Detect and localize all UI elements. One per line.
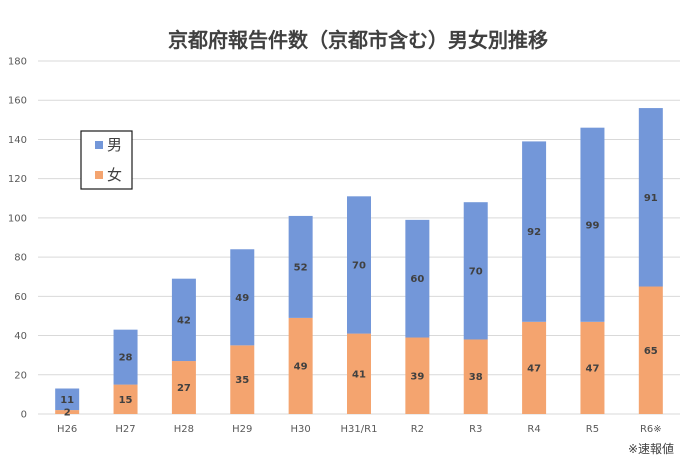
bar-female	[113, 384, 138, 414]
legend-box	[80, 130, 133, 190]
bar-male	[55, 388, 80, 411]
x-tick-label: H31/R1	[341, 424, 378, 435]
data-label-female: 2	[64, 408, 71, 419]
bar-female	[638, 286, 663, 414]
data-label-female: 65	[644, 346, 658, 357]
data-label-female: 35	[235, 375, 249, 386]
bar-male	[463, 202, 488, 340]
x-tick-label: R4	[527, 424, 540, 435]
legend-swatch-male	[95, 141, 103, 149]
footnote: ※速報値	[628, 441, 674, 456]
legend: 男 女	[80, 130, 133, 190]
x-tick-label: R5	[586, 424, 599, 435]
bar-male	[171, 278, 196, 362]
y-tick-label: 40	[14, 331, 27, 342]
y-tick-label: 140	[8, 135, 27, 146]
bar-male	[405, 219, 430, 338]
x-tick-label: R6※	[640, 424, 662, 435]
bar-male	[638, 108, 663, 287]
bar-female	[230, 345, 255, 414]
data-label-male: 28	[119, 353, 133, 364]
bar-female	[405, 337, 430, 414]
y-axis: 0 20 40 60 80 100 120 140 160 180	[8, 57, 27, 421]
data-label-male: 70	[469, 266, 483, 277]
x-tick-label: H30	[291, 424, 311, 435]
bar-female	[580, 321, 605, 414]
chart-title: 京都府報告件数（京都市含む）男女別推移	[168, 28, 548, 52]
data-label-male: 99	[585, 220, 599, 231]
data-label-female: 15	[119, 395, 133, 406]
data-label-female: 27	[177, 383, 191, 394]
data-labels: 2 11 15 28 27 42 35 49 49 52 41 70 39 60 38 70 47 92 47 99 6…	[60, 193, 658, 419]
x-tick-label: R3	[469, 424, 482, 435]
y-tick-label: 100	[8, 213, 27, 224]
y-tick-label: 20	[14, 370, 27, 381]
x-tick-label: H27	[115, 424, 135, 435]
bar-male	[347, 196, 371, 334]
y-tick-label: 80	[14, 253, 27, 264]
bar-female	[522, 321, 547, 414]
data-label-male: 92	[527, 227, 541, 238]
data-label-female: 47	[585, 363, 599, 374]
bar-male	[230, 249, 255, 346]
x-tick-label: H29	[232, 424, 252, 435]
y-tick-label: 120	[8, 174, 27, 185]
y-tick-label: 60	[14, 292, 27, 303]
bar-female	[347, 333, 371, 414]
data-label-male: 49	[235, 293, 249, 304]
bar-male	[113, 329, 138, 385]
data-label-female: 41	[352, 369, 366, 380]
x-axis: H26 H27 H28 H29 H30 H31/R1 R2 R3 R4 R5 R6※	[57, 424, 662, 435]
legend-swatch-female	[95, 171, 103, 179]
y-tick-label: 160	[8, 96, 27, 107]
data-label-male: 11	[60, 395, 74, 406]
bars	[55, 108, 663, 414]
data-label-male: 42	[177, 315, 191, 326]
x-tick-label: H28	[174, 424, 194, 435]
bar-female	[171, 361, 196, 414]
data-label-male: 91	[644, 193, 658, 204]
bar-female	[55, 410, 80, 414]
bar-female	[463, 339, 488, 414]
legend-label-female: 女	[107, 166, 122, 184]
bar-male	[288, 215, 313, 318]
data-label-male: 70	[352, 260, 366, 271]
data-label-female: 38	[469, 372, 483, 383]
bar-female	[288, 317, 313, 414]
y-tick-label: 0	[21, 410, 27, 421]
legend-label-male: 男	[107, 136, 122, 154]
bar-male	[522, 141, 547, 322]
y-tick-label: 180	[8, 57, 27, 68]
data-label-male: 60	[410, 274, 424, 285]
x-tick-label: H26	[57, 424, 77, 435]
data-label-male: 52	[294, 262, 308, 273]
data-label-female: 47	[527, 363, 541, 374]
data-label-female: 49	[294, 361, 308, 372]
x-tick-label: R2	[411, 424, 424, 435]
data-label-female: 39	[410, 371, 424, 382]
bar-male	[580, 127, 605, 322]
